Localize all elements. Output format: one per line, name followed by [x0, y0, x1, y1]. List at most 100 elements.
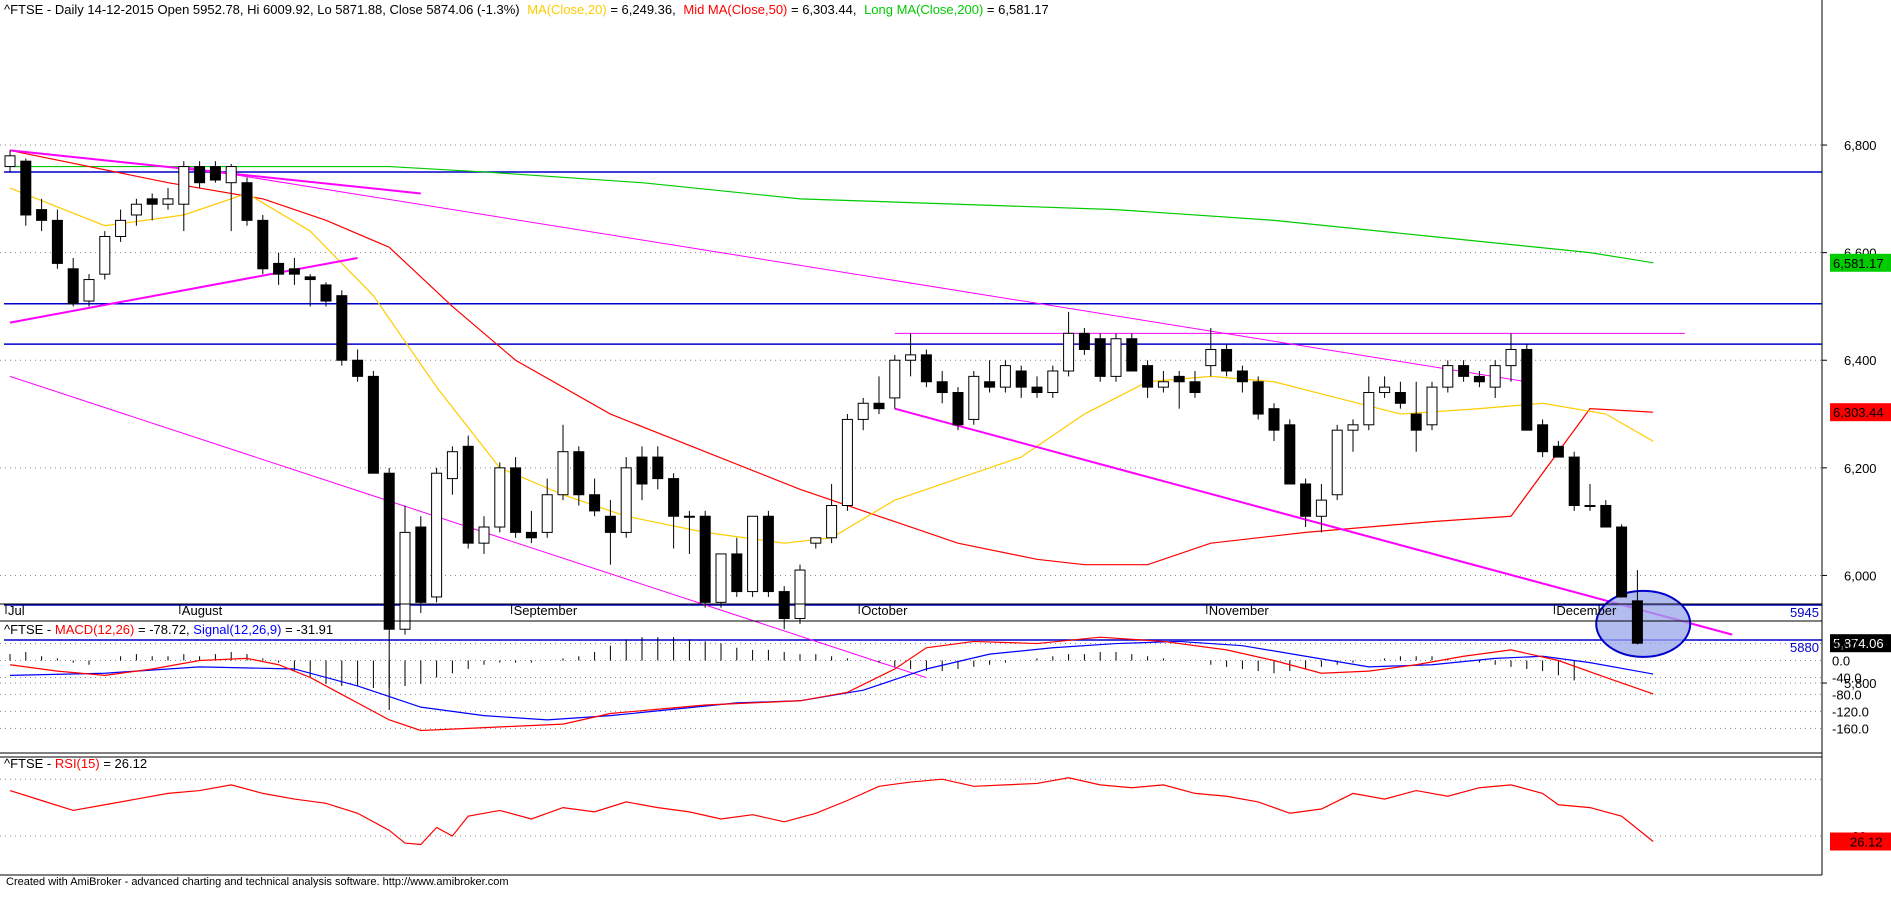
candle-up — [494, 467, 506, 528]
candle-down — [525, 531, 537, 539]
macd-y-tick-label: -160.0 — [1832, 721, 1869, 736]
macd-y-tick-label: 40.0 — [1832, 637, 1857, 652]
highlight-ellipse — [1595, 589, 1692, 658]
candle-down — [1600, 505, 1612, 528]
signal-label: Signal(12,26,9) — [193, 622, 281, 637]
ma20-label: MA(Close,20) — [527, 2, 606, 17]
candle-up — [1363, 392, 1375, 426]
candle-up — [810, 537, 822, 544]
horizontal-level-label: 5945 — [1790, 605, 1819, 620]
candle-up — [999, 365, 1011, 388]
candle-down — [352, 359, 364, 377]
trendline — [183, 166, 1527, 383]
candle-up — [399, 531, 411, 630]
candle-up — [826, 505, 838, 539]
candle-down — [336, 295, 348, 361]
candle-down — [778, 591, 790, 619]
candle-down — [731, 553, 743, 593]
candle-down — [1284, 424, 1296, 485]
rsi-value-box-label: 26.12 — [1850, 835, 1883, 850]
value-box-label: 6,303.44 — [1833, 405, 1884, 420]
candle-down — [367, 375, 379, 474]
candle-up — [431, 472, 443, 598]
candle-up — [857, 402, 869, 420]
candle-up — [747, 515, 759, 593]
month-label: Jul — [8, 603, 25, 618]
candle-up — [130, 203, 142, 216]
value-box-label: 5,874.06 — [1833, 636, 1884, 651]
month-label: October — [861, 603, 908, 618]
ma200-line — [10, 165, 1654, 264]
candle-up — [1426, 386, 1438, 426]
macd-line — [9, 636, 1654, 732]
candle-up — [478, 526, 490, 544]
macd-y-tick-label: -80.0 — [1832, 687, 1862, 702]
ma50-value: = 6,303.44, — [791, 2, 856, 17]
candle-up — [968, 375, 980, 420]
candle-down — [1394, 392, 1406, 404]
candle-down — [1173, 375, 1185, 383]
candle-down — [320, 284, 332, 302]
candle-down — [1410, 413, 1422, 431]
candle-down — [589, 494, 601, 512]
candle-down — [146, 198, 158, 205]
month-label: August — [182, 603, 223, 618]
candle-down — [510, 467, 522, 533]
candle-down — [383, 472, 395, 630]
signal-line — [9, 640, 1654, 721]
value-box — [1830, 253, 1891, 272]
candle-up — [1442, 365, 1454, 388]
rsi-panel — [9, 777, 1654, 846]
horizontal-level-label: 5880 — [1790, 640, 1819, 655]
candle-up — [83, 279, 95, 302]
candle-down — [1568, 456, 1580, 506]
candle-down — [241, 182, 253, 221]
month-label: November — [1209, 603, 1270, 618]
macd-prefix: ^FTSE - — [4, 622, 55, 637]
macd-header: ^FTSE - MACD(12,26) = -78.72, Signal(12,… — [4, 622, 333, 637]
macd-panel — [9, 636, 1654, 732]
value-box — [1830, 403, 1891, 422]
ma200-label: Long MA(Close,200) — [864, 2, 983, 17]
rsi-prefix: ^FTSE - — [4, 756, 55, 771]
candle-up — [1047, 370, 1059, 394]
candle-down — [1015, 370, 1027, 388]
macd-value: = -78.72, — [138, 622, 193, 637]
candle-down — [288, 268, 300, 275]
candle-down — [1031, 386, 1043, 394]
candle-down — [1236, 370, 1248, 383]
candle-up — [905, 354, 917, 361]
candle-up — [1505, 348, 1517, 367]
candle-up — [683, 515, 695, 518]
candle-down — [1473, 375, 1485, 383]
candle-up — [162, 198, 174, 205]
candle-down — [1268, 408, 1280, 431]
candle-down — [209, 166, 221, 181]
symbol-line: ^FTSE - Daily 14-12-2015 Open 5952.78, H… — [4, 2, 520, 17]
ma200-value: = 6,581.17 — [987, 2, 1049, 17]
footer-credit: Created with AmiBroker - advanced charti… — [6, 876, 509, 888]
candle-down — [604, 515, 616, 533]
candle-down — [415, 526, 427, 603]
rsi-header: ^FTSE - RSI(15) = 26.12 — [4, 756, 147, 771]
candle-down — [762, 515, 774, 593]
candle-up — [794, 569, 806, 619]
candle-down — [20, 160, 32, 216]
candle-down — [1221, 348, 1233, 372]
candle-up — [225, 166, 237, 184]
ma50-line — [9, 149, 1654, 566]
candle-up — [1205, 348, 1217, 367]
candle-down — [636, 456, 648, 485]
candle-up — [889, 359, 901, 399]
candle-down — [304, 276, 316, 281]
candle-up — [178, 166, 190, 205]
candle-down — [1078, 332, 1090, 350]
rsi-label: RSI(15) — [55, 756, 100, 771]
candle-down — [952, 392, 964, 426]
macd-y-tick-label: -40.0 — [1832, 670, 1862, 685]
candle-down — [1094, 338, 1106, 377]
candle-down — [1189, 381, 1201, 394]
candle-down — [1458, 365, 1470, 377]
candle-up — [1157, 381, 1169, 388]
